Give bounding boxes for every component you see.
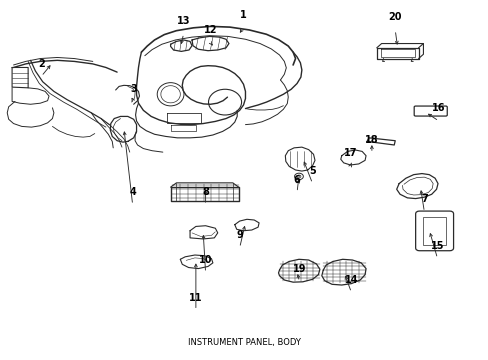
Text: 20: 20	[387, 12, 401, 22]
Text: 15: 15	[430, 241, 444, 251]
Text: 17: 17	[343, 148, 357, 158]
Text: 5: 5	[308, 166, 315, 176]
Text: 14: 14	[344, 275, 358, 285]
Text: INSTRUMENT PANEL, BODY: INSTRUMENT PANEL, BODY	[188, 338, 300, 347]
Text: 9: 9	[236, 230, 243, 240]
Text: 10: 10	[199, 255, 212, 265]
Text: 16: 16	[431, 103, 445, 113]
Text: 11: 11	[189, 293, 202, 302]
Text: 3: 3	[130, 84, 137, 94]
Text: 19: 19	[292, 264, 305, 274]
Text: 2: 2	[38, 59, 44, 68]
Bar	[423, 217, 445, 245]
Text: 8: 8	[202, 187, 208, 197]
Text: 6: 6	[293, 175, 300, 185]
Text: 4: 4	[129, 187, 136, 197]
Text: 18: 18	[365, 135, 378, 145]
Text: 12: 12	[203, 24, 217, 35]
Text: 13: 13	[177, 16, 190, 26]
Text: 7: 7	[420, 194, 427, 204]
Text: 1: 1	[239, 10, 246, 20]
